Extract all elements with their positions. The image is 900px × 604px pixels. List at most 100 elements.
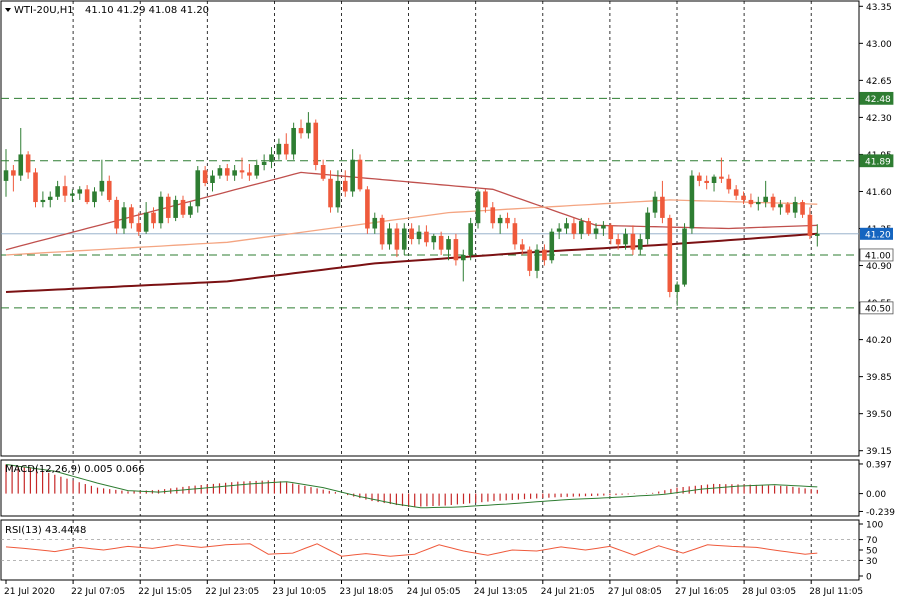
candle: [748, 193, 754, 208]
candle-body: [269, 154, 274, 162]
candle: [254, 159, 260, 179]
candle-body: [291, 127, 296, 155]
y-tick-label: 43.00: [866, 40, 892, 50]
candle: [320, 159, 326, 181]
level-tag-label: 42.48: [865, 95, 891, 105]
candle-body: [158, 196, 164, 224]
level-tag: 40.50: [859, 301, 894, 314]
candle: [92, 187, 97, 208]
candle: [143, 202, 149, 234]
candle: [696, 172, 702, 187]
candle: [726, 174, 732, 194]
candle: [136, 212, 142, 236]
candle-body: [136, 223, 142, 232]
candle: [755, 196, 761, 211]
candle-body: [564, 223, 569, 229]
candle: [682, 223, 687, 287]
x-tick-label: 28 Jul 03:05: [742, 587, 796, 597]
candle: [84, 185, 90, 205]
candle-body: [335, 180, 341, 208]
candle-body: [741, 195, 746, 200]
rsi-vertical-grid: [72, 520, 812, 580]
candle-body: [239, 170, 245, 173]
candle-body: [165, 196, 171, 218]
candle-body: [704, 180, 709, 183]
macd-pane: 0.397 0.00 -0.239 MACD(12,26,9) 0.005 0.06…: [0, 459, 895, 518]
candle-body: [726, 178, 732, 190]
macd-axis: 0.397 0.00 -0.239: [859, 460, 895, 518]
candle-body: [40, 199, 46, 203]
candle: [276, 138, 282, 160]
candle-body: [92, 191, 97, 203]
candles: [3, 112, 820, 306]
candle-body: [129, 207, 134, 224]
candle-body: [608, 225, 614, 240]
candle-body: [652, 196, 658, 213]
candle: [62, 175, 68, 203]
candle: [460, 249, 466, 282]
candle-body: [748, 199, 754, 205]
candle: [800, 199, 805, 218]
candle-body: [497, 217, 503, 224]
candle-body: [217, 168, 223, 176]
candle: [674, 281, 680, 306]
candle-body: [453, 239, 459, 261]
candle: [165, 193, 171, 224]
rsi-pane-border: [0, 519, 860, 581]
current-price-tag-label: 41.20: [865, 230, 891, 240]
ohlc-readout: 41.10 41.29 41.08 41.20: [85, 5, 209, 16]
candle-body: [62, 186, 68, 196]
candle-body: [770, 196, 776, 208]
candle-body: [623, 233, 628, 245]
ma-slow-line: [5, 232, 818, 293]
candle: [660, 180, 665, 224]
candle: [298, 119, 304, 139]
candle: [77, 186, 83, 200]
candle-body: [180, 199, 186, 215]
candle-body: [438, 235, 444, 250]
candle: [564, 217, 569, 234]
candle: [741, 191, 746, 205]
moving-averages: [5, 171, 818, 293]
macd-tick-label: 0.00: [866, 490, 886, 500]
candle-body: [18, 154, 24, 176]
dropdown-triangle-icon[interactable]: [5, 8, 11, 12]
y-tick-label: 40.90: [866, 262, 892, 272]
candle-body: [505, 217, 510, 224]
candle: [357, 154, 363, 192]
candle: [711, 174, 717, 192]
candle: [25, 151, 31, 179]
candle: [306, 112, 311, 139]
candle-body: [586, 221, 591, 234]
candle: [33, 168, 38, 208]
rsi-series: [1, 539, 859, 561]
candle-body: [313, 122, 319, 166]
candle: [55, 180, 60, 200]
candle-body: [25, 154, 31, 173]
candle: [542, 244, 547, 266]
candle-body: [114, 199, 119, 229]
x-tick-label: 22 Jul 23:05: [205, 587, 259, 597]
candle-body: [365, 189, 370, 229]
candle-body: [763, 196, 768, 203]
candle: [114, 196, 119, 234]
candle-body: [416, 231, 422, 240]
candle-body: [601, 225, 606, 229]
level-tag-bg: [859, 248, 894, 262]
y-tick-label: 39.85: [866, 373, 892, 383]
rsi-line: [5, 543, 818, 557]
candle: [519, 239, 525, 255]
candle-body: [542, 249, 547, 261]
candle-body: [173, 199, 178, 218]
candle: [630, 225, 636, 255]
y-tick-label: 39.50: [866, 410, 892, 420]
candle: [778, 199, 783, 215]
level-tag-label: 41.89: [865, 157, 891, 167]
x-tick-label: 23 Jul 18:05: [340, 587, 394, 597]
candle-body: [11, 170, 16, 176]
candle-body: [298, 127, 304, 134]
current-price-tag-bg: [860, 227, 893, 240]
candle-body: [379, 217, 385, 245]
candle-body: [106, 180, 112, 200]
